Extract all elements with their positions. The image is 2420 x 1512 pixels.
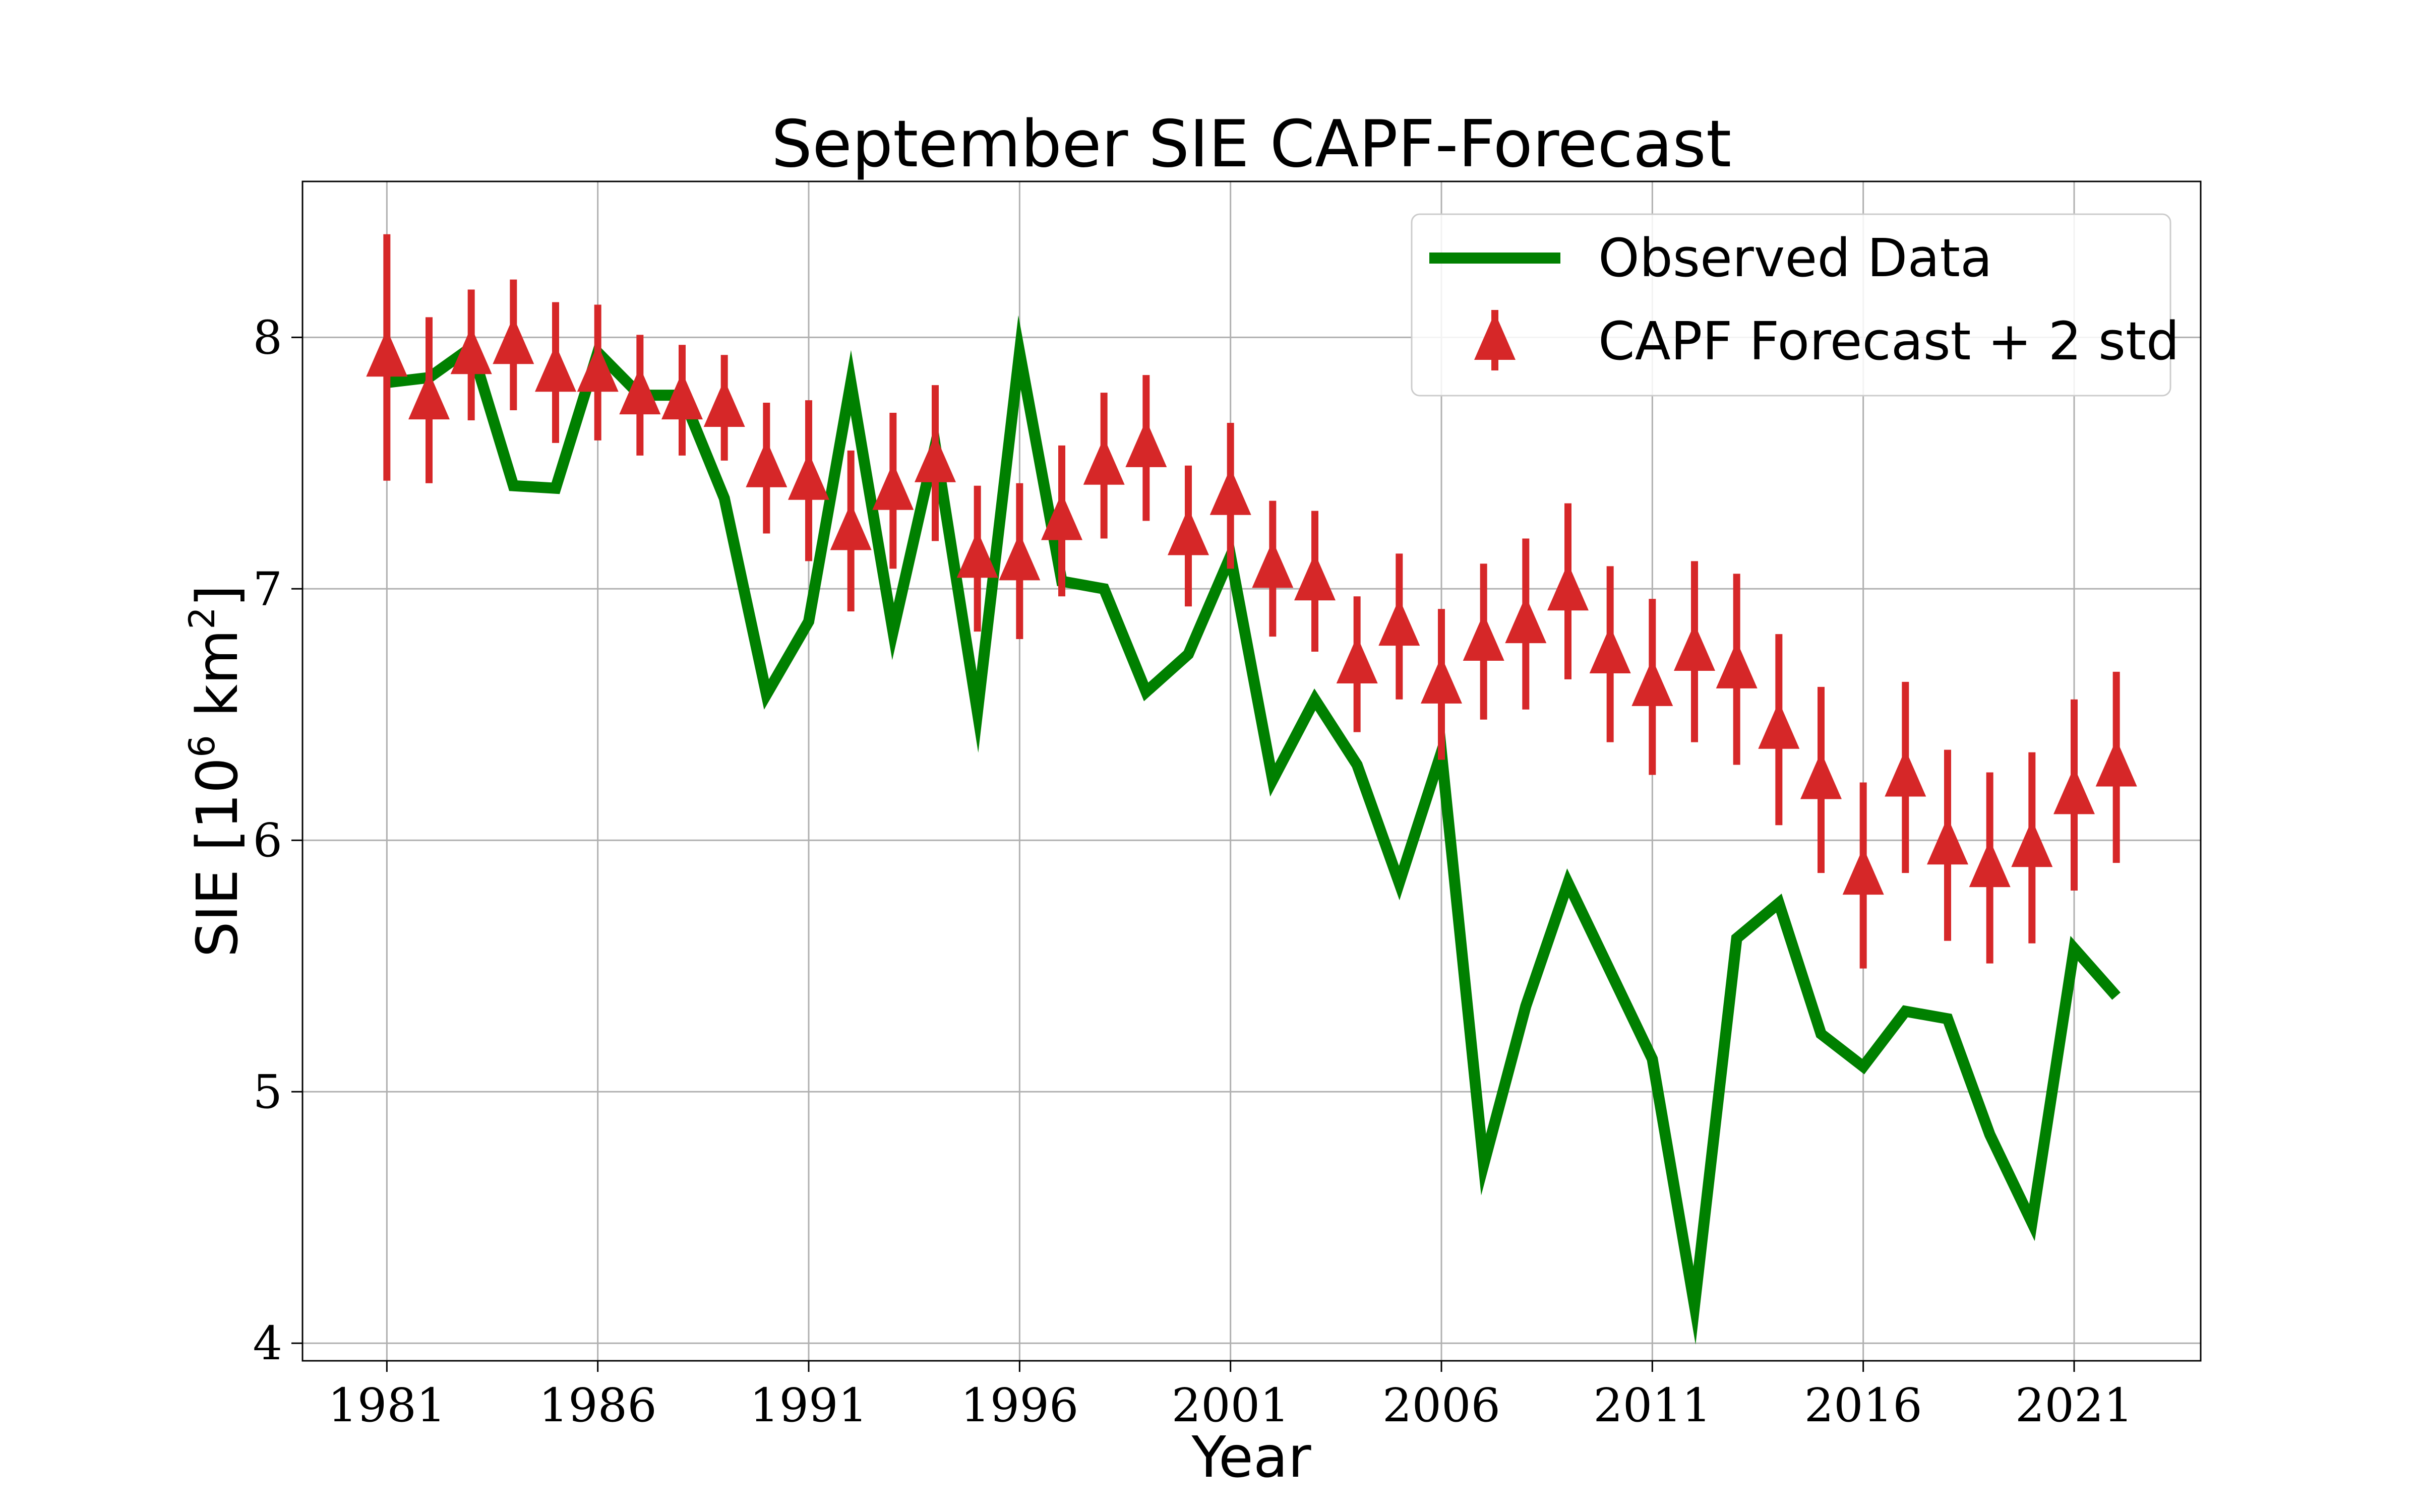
y-axis-label-main: SIE [10 [185,758,251,958]
forecast-marker [703,380,745,427]
x-tick-label: 2011 [1593,1378,1711,1432]
forecast-marker [956,530,998,578]
forecast-marker [1674,623,1715,671]
forecast-marker [1463,613,1504,661]
forecast-marker [1125,419,1167,467]
forecast-marker [2011,820,2053,867]
forecast-marker [619,367,661,415]
data-layer [366,234,2137,1345]
forecast-marker [1041,492,1082,540]
forecast-marker [915,434,956,482]
forecast-marker [535,344,576,392]
forecast-marker [1631,658,1673,706]
forecast-marker [1505,596,1547,644]
forecast-marker [1885,749,1926,797]
forecast-marker [1927,817,1968,865]
forecast-marker [1758,701,1800,749]
chart-title: September SIE CAPF-Forecast [771,107,1731,182]
y-tick-label: 7 [253,562,282,616]
plot-frame [301,180,2202,1362]
y-tick-label: 4 [253,1316,282,1370]
y-tick-label: 8 [253,310,282,364]
forecast-marker [1842,847,1884,895]
forecast-marker [830,502,872,550]
forecast-marker [788,452,829,500]
forecast-marker [661,372,703,420]
y-axis-label-end: ] [185,585,251,607]
legend: Observed Data CAPF Forecast + 2 std [1411,213,2180,397]
x-axis-label: Year [1191,1425,1311,1490]
forecast-marker [408,372,450,420]
x-tick-label: 1986 [539,1378,657,1432]
forecast-marker [1252,540,1294,588]
x-tick-label: 1996 [960,1378,1078,1432]
forecast-marker [1336,636,1378,683]
y-axis-label-mid: km [185,629,251,735]
y-tick-label: 6 [253,813,282,867]
forecast-marker [1547,563,1589,611]
y-axis-label-exponent-1: 6 [182,735,223,758]
x-tick-label: 2021 [2015,1378,2133,1432]
forecast-marker [746,439,788,487]
forecast-marker [1378,598,1420,646]
y-axis-label: SIE [106 km2] [182,585,251,957]
legend-box [1411,213,2171,397]
x-tick-label: 1991 [750,1378,868,1432]
forecast-marker [366,329,408,377]
legend-label-forecast: CAPF Forecast + 2 std [1598,310,2180,372]
forecast-marker [493,317,534,364]
forecast-marker [2053,767,2095,814]
forecast-marker [1589,626,1631,673]
forecast-marker [450,327,492,374]
forecast-marker [1969,840,2011,888]
forecast-marker [999,533,1041,581]
forecast-marker [1800,751,1842,799]
y-tick-label: 5 [253,1065,282,1119]
forecast-marker [1421,656,1462,704]
forecast-marker [2095,739,2137,787]
x-tick-label: 2016 [1804,1378,1922,1432]
forecast-marker [1209,467,1251,515]
legend-marker-forecast [1474,312,1516,360]
forecast-marker [872,462,914,510]
forecast-marker [577,344,619,392]
forecast-marker [1168,508,1209,555]
forecast-marker [1083,437,1125,485]
x-tick-label: 2001 [1172,1378,1290,1432]
forecast-marker [1716,641,1758,688]
forecast-marker [1294,553,1336,601]
x-tick-label: 2006 [1382,1378,1500,1432]
x-tick-label: 1981 [328,1378,446,1432]
legend-label-observed: Observed Data [1598,227,1992,289]
y-axis-label-exponent-2: 2 [182,607,223,629]
tick-layer: 1981 1986 1991 1996 2001 2006 2011 2016 2021 4 5 6 7… [253,310,2133,1432]
